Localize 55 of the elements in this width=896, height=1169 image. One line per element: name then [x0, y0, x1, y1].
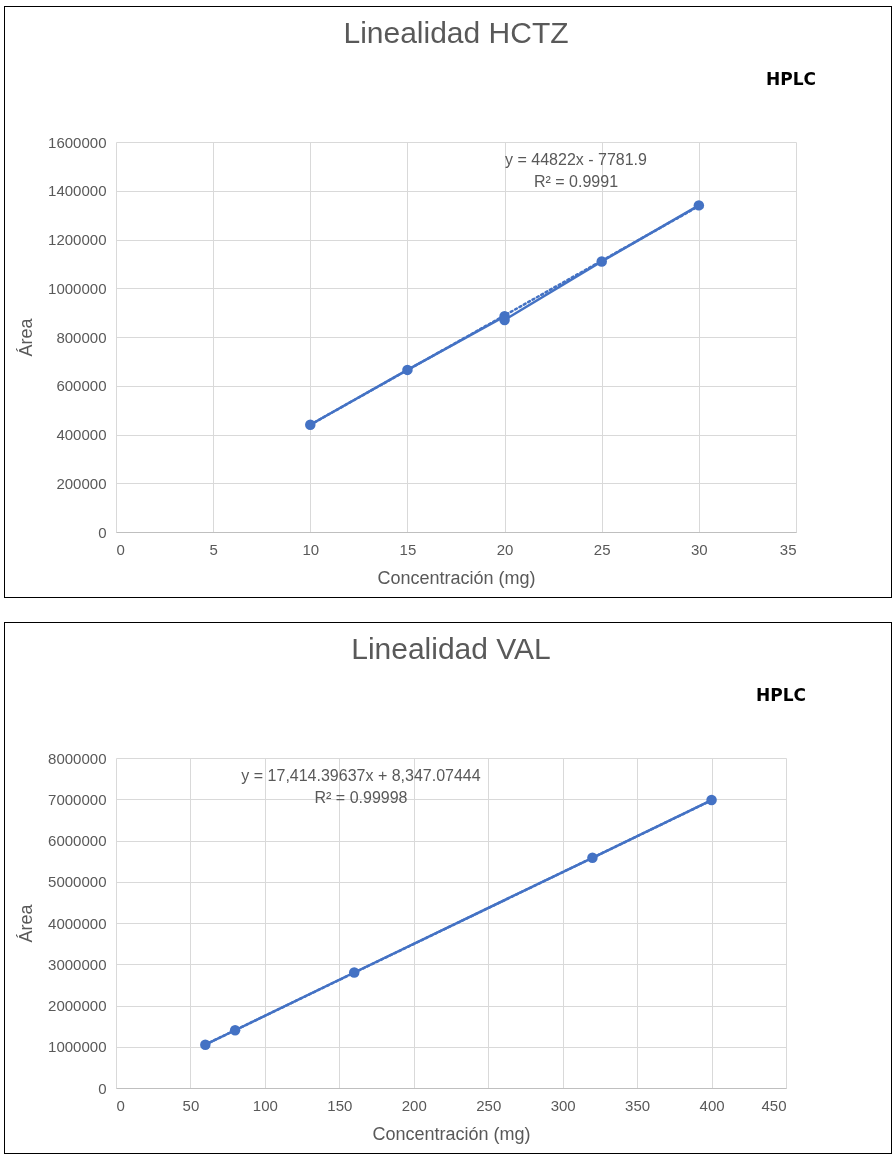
y-tick-label: 1600000: [48, 133, 107, 151]
x-axis-title: Concentración (mg): [377, 567, 536, 588]
y-tick-label: 2000000: [48, 997, 107, 1014]
x-tick-label: 200: [401, 1096, 427, 1114]
y-tick-label: 4000000: [48, 914, 107, 932]
x-tick-label: 25: [593, 540, 611, 558]
y-tick-label: 1200000: [48, 231, 107, 248]
point: [693, 200, 705, 211]
y-tick-label: 6000000: [48, 832, 107, 849]
chart-title: Linealidad VAL: [351, 632, 551, 665]
x-tick-label: 300: [550, 1096, 576, 1114]
point: [305, 419, 316, 430]
x-tick-label: 0: [116, 1096, 125, 1114]
y-tick-label: 800000: [56, 328, 107, 346]
x-tick-label: 35: [779, 540, 797, 558]
y-tick-label: 7000000: [48, 790, 107, 808]
text: HPLC: [756, 685, 806, 705]
x-tick-label: 15: [399, 540, 417, 558]
x-tick-label: 350: [625, 1096, 651, 1114]
chart-title: Linealidad HCTZ: [343, 16, 569, 49]
annotation: y = 44822x - 7781.9 R² = 0.9991: [505, 151, 648, 190]
y-tick-label: 1400000: [48, 182, 107, 200]
y-tick-label: 3000000: [48, 955, 107, 973]
x-tick-label: 450: [761, 1096, 787, 1114]
y-axis-title: Área: [16, 903, 37, 943]
y-tick-label: 1000000: [48, 1038, 107, 1056]
x-tick-label: 50: [182, 1096, 200, 1114]
x-tick-label: 20: [496, 540, 514, 558]
annotation: y = 17,414.39637x + 8,347.07444 R² = 0.99998: [241, 767, 481, 806]
x-tick-label: 10: [302, 540, 320, 558]
y-tick-label: 5000000: [48, 873, 107, 891]
point: [587, 852, 598, 864]
point: [596, 256, 607, 267]
point: [200, 1039, 211, 1050]
text: HPLC: [766, 69, 816, 89]
x-tick-label: 5: [209, 540, 218, 558]
y-tick-label: 8000000: [48, 749, 107, 767]
y-tick-label: 400000: [56, 426, 107, 443]
y-tick-label: 200000: [56, 474, 107, 492]
y-axis-title: Área: [16, 317, 37, 357]
point: [706, 794, 717, 806]
x-tick-label: 30: [691, 540, 708, 558]
x-tick-label: 0: [116, 540, 125, 558]
point: [348, 967, 360, 978]
x-tick-label: 400: [699, 1096, 725, 1114]
point: [402, 364, 413, 376]
x-tick-label: 100: [252, 1096, 278, 1114]
y-tick-label: 0: [98, 523, 107, 541]
point: [229, 1025, 241, 1036]
x-tick-label: 250: [476, 1096, 502, 1114]
y-tick-label: 0: [98, 1079, 107, 1097]
x-tick-label: 150: [327, 1096, 353, 1114]
y-tick-label: 1000000: [48, 279, 107, 297]
y-tick-label: 600000: [56, 377, 107, 395]
x-axis-title: Concentración (mg): [372, 1123, 531, 1144]
